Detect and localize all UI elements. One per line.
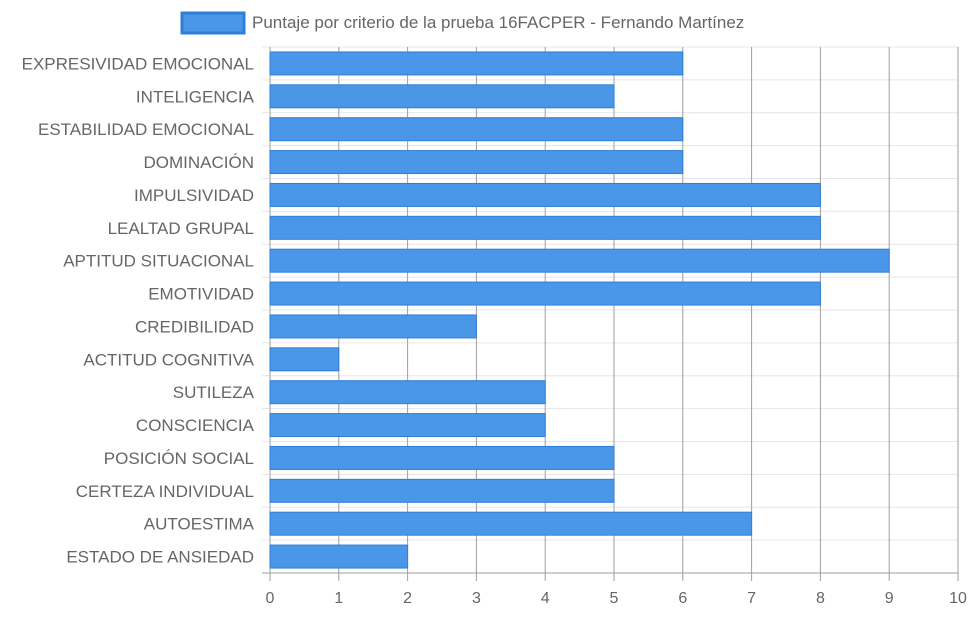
bar[interactable] xyxy=(269,51,684,76)
x-tick-label: 10 xyxy=(949,590,967,607)
x-tick-label: 1 xyxy=(334,590,343,607)
bars xyxy=(269,51,890,569)
bar[interactable] xyxy=(269,150,684,175)
y-category-label: EMOTIVIDAD xyxy=(148,285,254,304)
y-category-label: EXPRESIVIDAD EMOCIONAL xyxy=(22,54,254,73)
legend-swatch xyxy=(180,11,246,35)
x-axis-labels: 0 1 2 3 4 5 6 7 8 9 10 xyxy=(266,590,967,607)
bar[interactable] xyxy=(269,511,753,536)
bar[interactable] xyxy=(269,478,615,503)
y-category-label: ESTABILIDAD EMOCIONAL xyxy=(38,120,254,139)
y-category-label: AUTOESTIMA xyxy=(144,515,255,534)
x-tick-label: 6 xyxy=(678,590,687,607)
y-axis-labels: EXPRESIVIDAD EMOCIONAL INTELIGENCIA ESTABI… xyxy=(22,54,255,566)
legend-label: Puntaje por criterio de la prueba 16FACP… xyxy=(252,13,744,32)
y-category-label: CREDIBILIDAD xyxy=(135,317,254,336)
y-category-label: CERTEZA INDIVIDUAL xyxy=(76,482,254,501)
y-category-label: ACTITUD COGNITIVA xyxy=(83,350,254,369)
x-tick-label: 4 xyxy=(541,590,550,607)
x-tick-label: 5 xyxy=(610,590,619,607)
legend[interactable]: Puntaje por criterio de la prueba 16FACP… xyxy=(180,11,744,35)
y-category-label: POSICIÓN SOCIAL xyxy=(104,449,254,468)
bar[interactable] xyxy=(269,314,477,339)
bar[interactable] xyxy=(269,413,546,438)
bar[interactable] xyxy=(269,281,821,306)
x-tick-label: 7 xyxy=(747,590,756,607)
x-tick-label: 2 xyxy=(403,590,412,607)
y-category-label: IMPULSIVIDAD xyxy=(134,186,254,205)
y-category-label: DOMINACIÓN xyxy=(144,153,255,172)
y-category-label: INTELIGENCIA xyxy=(136,87,255,106)
bar[interactable] xyxy=(269,544,409,569)
bar[interactable] xyxy=(269,84,615,109)
x-tick-label: 9 xyxy=(885,590,894,607)
y-category-label: SUTILEZA xyxy=(173,383,255,402)
x-tick-label: 0 xyxy=(266,590,275,607)
x-tick-label: 3 xyxy=(472,590,481,607)
bar[interactable] xyxy=(269,215,821,240)
bar[interactable] xyxy=(269,248,890,273)
y-category-label: ESTADO DE ANSIEDAD xyxy=(66,548,254,567)
y-category-label: LEALTAD GRUPAL xyxy=(108,219,254,238)
bar[interactable] xyxy=(269,380,546,405)
y-category-label: APTITUD SITUACIONAL xyxy=(63,252,254,271)
bar[interactable] xyxy=(269,117,684,142)
y-category-label: CONSCIENCIA xyxy=(136,416,255,435)
bar[interactable] xyxy=(269,347,340,372)
bar[interactable] xyxy=(269,182,821,207)
x-tick-label: 8 xyxy=(816,590,825,607)
bar[interactable] xyxy=(269,445,615,470)
